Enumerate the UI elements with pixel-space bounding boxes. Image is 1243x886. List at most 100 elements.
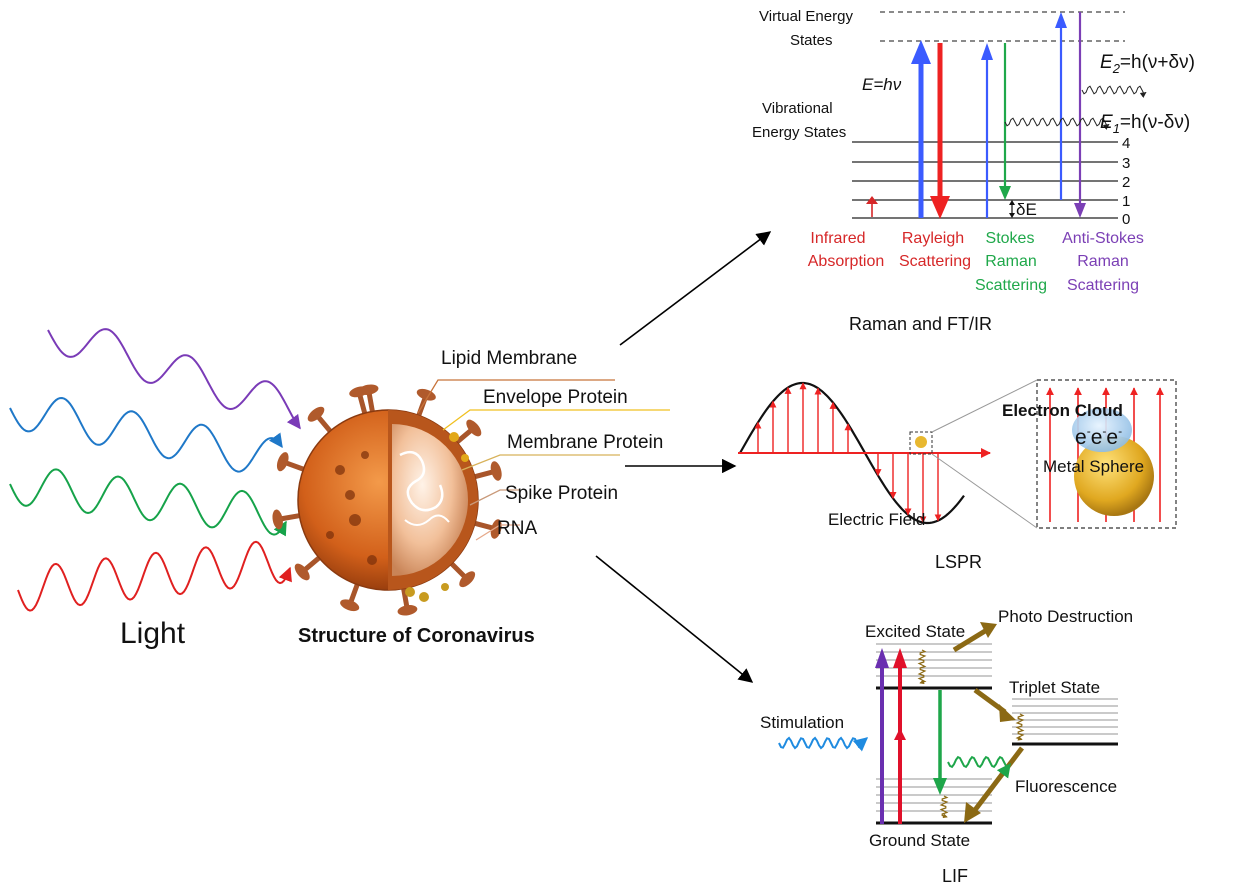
lipid-membrane-label: Lipid Membrane	[441, 348, 577, 369]
electric-field-label: Electric Field	[828, 510, 925, 529]
light-waves	[9, 328, 301, 612]
vibrational-states-label-line1: Vibrational	[762, 100, 833, 117]
spike-protein-head	[349, 386, 369, 398]
spike-protein-head	[490, 519, 502, 539]
lif-caption: LIF	[942, 866, 968, 886]
photo-destruction-label: Photo Destruction	[998, 607, 1133, 626]
delta-e-label: δE	[1016, 200, 1037, 219]
spike-protein-head	[397, 605, 418, 616]
level-3: 3	[1122, 155, 1130, 172]
vibrational-levels	[852, 141, 1118, 219]
electrons-label: e-e-e-	[1075, 424, 1122, 449]
excited-state-levels	[876, 643, 992, 690]
green-light-wave	[9, 468, 287, 537]
spike-protein-head	[272, 509, 283, 530]
svg-text:Scattering: Scattering	[975, 277, 1047, 294]
svg-text:Rayleigh: Rayleigh	[902, 230, 964, 247]
spike-protein	[472, 469, 493, 480]
spike-protein	[400, 586, 410, 607]
coronavirus-illustration	[272, 384, 502, 616]
spike-protein-head	[490, 461, 502, 481]
membrane-protein-dot	[441, 583, 449, 591]
zoom-leader-top	[931, 379, 1038, 433]
spike-protein	[316, 415, 334, 435]
phosphorescence-arrow	[973, 746, 1024, 812]
envelope-protein-label: Envelope Protein	[483, 387, 628, 408]
spike-protein	[281, 512, 302, 522]
e2-equation: E2=h(ν+δν)	[1100, 52, 1195, 76]
virus-surface-dots	[326, 451, 377, 565]
vibrational-relaxation-ground	[939, 795, 949, 819]
electron-cloud-label: Electron Cloud	[1002, 401, 1123, 420]
virus-caption: Structure of Coronavirus	[298, 625, 535, 647]
spike-protein-label: Spike Protein	[505, 483, 618, 504]
spike-protein	[285, 460, 307, 473]
svg-text:Stokes: Stokes	[986, 230, 1035, 247]
blue-light-wave	[9, 396, 283, 473]
stimulation-label: Stimulation	[760, 713, 844, 732]
virus-rna-strand-2	[404, 514, 450, 526]
raman-caption: Raman and FT/IR	[849, 314, 992, 334]
spike-protein	[357, 395, 368, 416]
stokes-raman-scattering-label: Stokes Raman Scattering	[975, 230, 1047, 294]
envelope-protein-dot	[461, 454, 469, 462]
vibrational-states-label-line2: Energy States	[752, 124, 846, 141]
violet-light-wave	[47, 328, 301, 430]
zoom-leader-bottom	[931, 453, 1038, 529]
spike-protein	[453, 428, 473, 446]
svg-text:Scattering: Scattering	[899, 253, 971, 270]
metal-sphere-label: Metal Sphere	[1043, 457, 1144, 476]
zoom-box	[1036, 379, 1177, 529]
ground-state-label: Ground State	[869, 831, 970, 850]
e1-equation: E1=h(ν-δν)	[1100, 112, 1190, 136]
raman-energy-diagram: Virtual Energy States Vibrational Energy…	[752, 8, 1195, 334]
spike-protein-head	[459, 571, 476, 588]
e2-scattered-photon	[1081, 85, 1147, 98]
metal-sphere	[1074, 436, 1154, 516]
e1-scattered-photon	[1004, 117, 1110, 130]
virtual-states-label-line2: States	[790, 32, 833, 49]
electron-cloud	[1072, 408, 1132, 452]
virtual-states-label-line1: Virtual Energy	[759, 8, 853, 25]
membrane-protein-dot	[419, 592, 429, 602]
light-label: Light	[120, 617, 186, 650]
spike-protein	[303, 554, 323, 572]
energy-equation: E=hν	[862, 75, 902, 94]
virus-rna-strand	[399, 450, 444, 512]
anti-stokes-raman-scattering-label: Anti-Stokes Raman Scattering	[1062, 230, 1144, 294]
arrow-to-lif	[595, 555, 754, 683]
spike-protein	[366, 393, 376, 414]
spike-protein-head	[466, 419, 482, 437]
field-vectors	[754, 382, 942, 524]
nanoparticle	[915, 436, 927, 448]
level-4: 4	[1122, 135, 1130, 152]
photo-destruction-arrow	[952, 625, 992, 653]
infrared-absorption-label: Infrared Absorption	[808, 230, 885, 270]
spike-protein-head	[340, 599, 360, 612]
svg-text:Raman: Raman	[1077, 253, 1129, 270]
stimulation-photon	[778, 736, 869, 752]
virus-inner-core	[392, 424, 468, 576]
lspr-diagram: Electric Field LSPR Electron Cloud e-e-e…	[738, 379, 1177, 572]
svg-text:Raman: Raman	[985, 253, 1037, 270]
rayleigh-scattering-label: Rayleigh Scattering	[899, 230, 971, 270]
triplet-state-label: Triplet State	[1009, 678, 1100, 697]
spike-protein	[448, 560, 467, 579]
fluorescence-photon	[947, 755, 1011, 779]
envelope-protein-dot	[449, 432, 459, 442]
spike-protein-head	[294, 563, 310, 581]
level-1: 1	[1122, 193, 1130, 210]
arrow-to-raman	[619, 231, 772, 346]
spike-proteins	[272, 384, 502, 616]
membrane-protein-dot	[405, 587, 415, 597]
lspr-caption: LSPR	[935, 552, 982, 572]
nanoparticle-zoom-box	[909, 431, 933, 455]
spike-protein	[472, 520, 493, 531]
excited-state-label: Excited State	[865, 622, 965, 641]
svg-text:Absorption: Absorption	[808, 253, 885, 270]
electric-field-wave	[739, 381, 965, 525]
spike-protein-head	[276, 452, 289, 472]
membrane-protein-label: Membrane Protein	[507, 432, 663, 453]
rna-label: RNA	[497, 518, 537, 539]
